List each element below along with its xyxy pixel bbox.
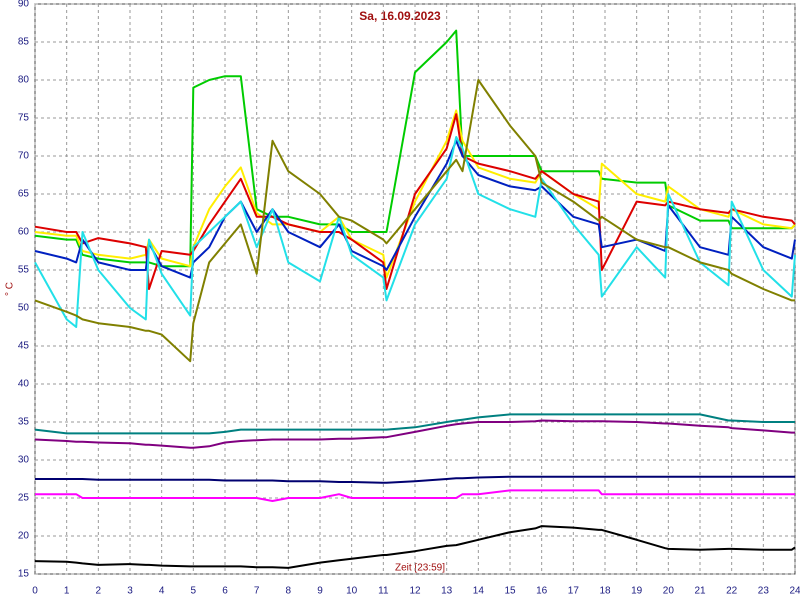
series-line [34,413,795,435]
x-tick-label: 16 [536,586,548,597]
x-tick-label: 13 [441,586,453,597]
y-tick-label: 60 [18,227,30,238]
series-line [35,475,795,484]
x-tick-label: 5 [191,586,197,597]
y-tick-label: 65 [18,189,30,200]
x-tick-label: 21 [694,586,706,597]
x-tick-label: 9 [317,586,323,597]
y-tick-label: 80 [18,75,30,86]
y-tick-label: 70 [18,151,30,162]
x-tick-label: 6 [222,586,228,597]
series-line [34,113,796,290]
chart-title: Sa, 16.09.2023 [359,9,441,23]
series-line [34,79,795,363]
x-tick-label: 0 [32,586,38,597]
x-tick-label: 20 [663,586,675,597]
x-tick-label: 24 [789,586,800,597]
series-line [34,136,796,328]
y-tick-label: 55 [18,265,30,276]
x-tick-label: 14 [473,586,485,597]
x-tick-label: 10 [346,586,358,597]
y-tick-label: 45 [18,341,30,352]
x-tick-label: 18 [599,586,611,597]
x-tick-label: 8 [286,586,292,597]
series-line [34,525,796,569]
y-tick-label: 30 [18,455,30,466]
x-tick-label: 1 [64,586,70,597]
y-axis-label: ° C [5,282,16,296]
y-tick-label: 75 [18,113,30,124]
x-tick-label: 12 [409,586,421,597]
x-tick-label: 2 [96,586,102,597]
x-tick-label: 11 [378,586,389,597]
y-tick-label: 20 [18,531,30,542]
y-tick-label: 25 [18,493,30,504]
y-tick-label: 90 [18,0,30,10]
series-line [35,489,795,502]
x-axis-label: Zeit [23:59] [395,563,445,574]
y-tick-label: 50 [18,303,30,314]
x-tick-label: 3 [127,586,133,597]
y-tick-label: 40 [18,379,30,390]
series-line [34,419,795,449]
x-tick-label: 17 [568,586,580,597]
y-tick-label: 35 [18,417,30,428]
x-tick-label: 23 [758,586,770,597]
y-tick-label: 85 [18,37,30,48]
y-tick-label: 15 [18,569,30,580]
x-tick-label: 19 [631,586,643,597]
x-tick-label: 15 [504,586,516,597]
x-tick-label: 4 [159,586,165,597]
x-tick-label: 7 [254,586,260,597]
x-tick-label: 22 [726,586,738,597]
